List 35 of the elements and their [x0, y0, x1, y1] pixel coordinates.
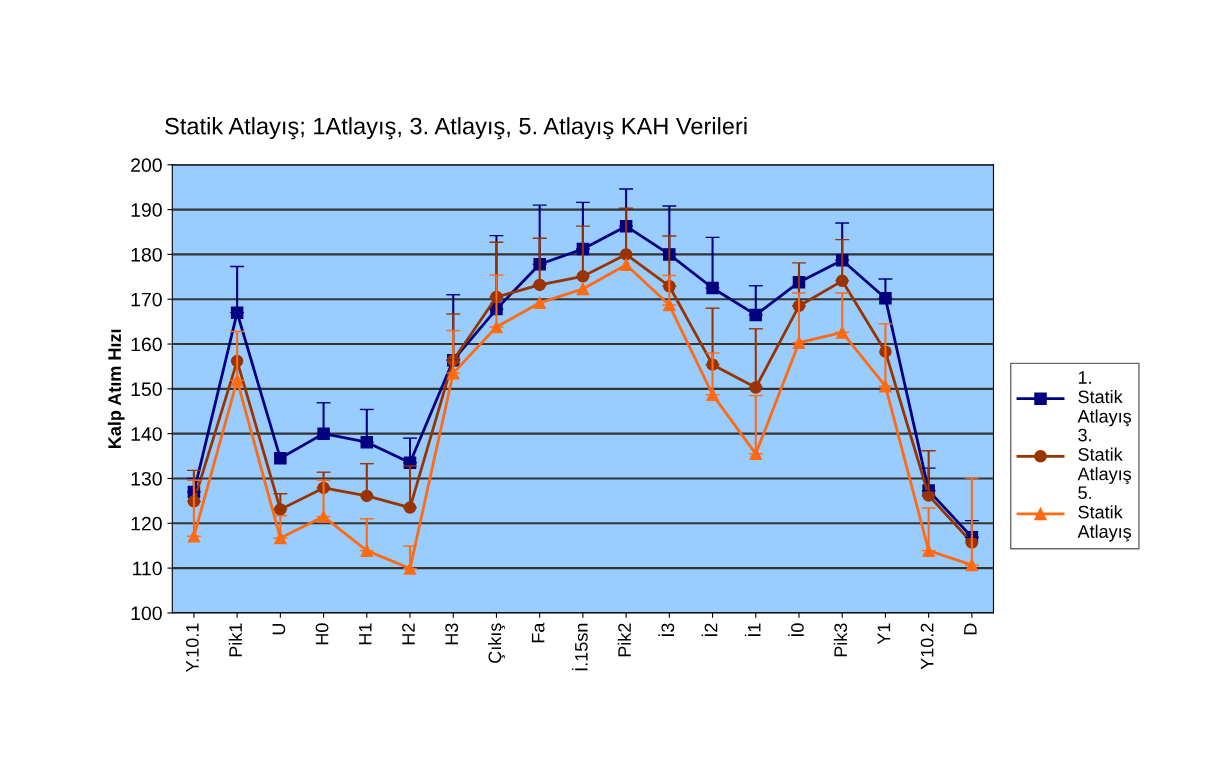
- y-tick-label: 100: [131, 606, 162, 621]
- x-tick-label: H1: [359, 623, 372, 645]
- x-tick-label: D: [964, 623, 977, 635]
- legend-label: 5. Statik Atlayış: [1077, 486, 1132, 542]
- x-tick-label: Fa: [531, 622, 545, 643]
- y-tick-label: 130: [131, 471, 162, 486]
- x-tick-label: Y.10.1: [185, 623, 199, 673]
- chart-title: Statik Atlayış; 1Atlayış, 3. Atlayış, 5. Atlayış KAH Verileri: [165, 117, 747, 140]
- y-axis-title: Kalp Atım Hızı: [107, 329, 125, 448]
- x-tick-label: İ0: [788, 623, 804, 637]
- y-tick-label: 180: [131, 247, 162, 262]
- y-tick-label: 110: [133, 561, 162, 576]
- y-tick-label: 170: [131, 292, 162, 307]
- x-tick-label: İ3: [658, 623, 675, 637]
- legend-label: 3. Statik Atlayış: [1077, 428, 1132, 484]
- y-tick-label: 150: [131, 382, 162, 397]
- x-tick-label: H2: [402, 623, 415, 645]
- y-tick-label: 160: [131, 337, 162, 352]
- y-tick-label: 120: [131, 516, 162, 531]
- y-tick-label: 200: [131, 158, 162, 173]
- y-tick-label: 140: [131, 427, 162, 441]
- legend-label: 1. Statik Atlayış: [1077, 371, 1132, 427]
- y-tick-label: 190: [131, 203, 162, 217]
- x-tick-label: İ.15sn: [571, 623, 588, 671]
- x-tick-label: İ1: [744, 623, 761, 637]
- x-tick-label: Pik2: [617, 623, 631, 657]
- x-tick-label: İ2: [701, 623, 718, 637]
- x-tick-label: H3: [445, 623, 459, 645]
- x-tick-label: Y1: [877, 623, 891, 645]
- x-tick-label: Y10.2: [920, 623, 934, 670]
- x-tick-label: Pik3: [833, 623, 848, 657]
- x-tick-label: Çıkış: [488, 623, 505, 663]
- x-tick-label: Pik1: [228, 623, 242, 657]
- x-tick-label: H0: [315, 623, 329, 645]
- x-tick-label: U: [272, 624, 286, 635]
